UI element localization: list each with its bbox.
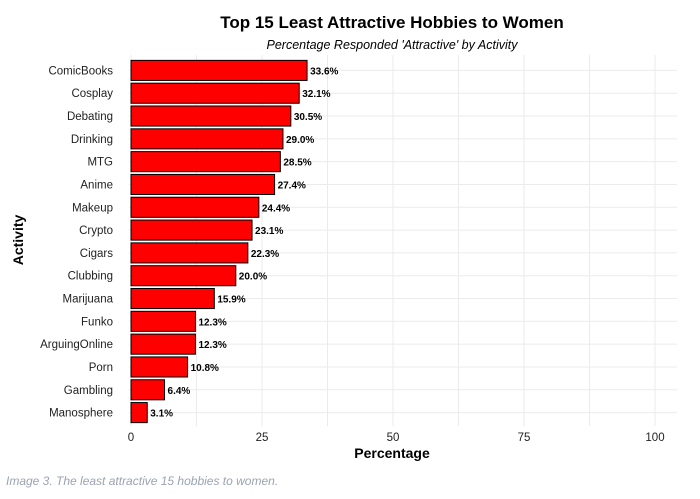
- data-label: 15.9%: [217, 295, 245, 306]
- data-label: 6.4%: [168, 386, 191, 397]
- y-tick-label: MTG: [87, 157, 113, 169]
- bar: [130, 287, 215, 310]
- y-tick-label: Drinking: [71, 134, 113, 146]
- x-tick-labels: 0 25 50 75 100: [128, 432, 665, 444]
- data-label: 30.5%: [294, 112, 322, 123]
- y-tick-label: ComicBooks: [48, 65, 113, 77]
- data-label: 33.6%: [310, 66, 338, 77]
- data-label: 12.3%: [198, 317, 226, 328]
- x-tick-label: 75: [518, 432, 531, 444]
- y-tick-label: Cosplay: [71, 88, 113, 100]
- bar: [130, 379, 166, 401]
- y-tick-label: Cigars: [80, 248, 113, 260]
- data-label: 10.8%: [191, 363, 219, 374]
- y-tick-labels: ComicBooks Cosplay Debating Drinking MTG Anim…: [40, 65, 113, 419]
- bar: [130, 59, 308, 81]
- bar: [130, 128, 284, 150]
- data-label: 27.4%: [278, 180, 306, 191]
- data-label: 20.0%: [239, 272, 267, 283]
- bar: [130, 151, 281, 173]
- y-tick-label: Marijuana: [63, 294, 114, 306]
- bar: [130, 173, 276, 196]
- x-tick-label: 100: [645, 432, 664, 444]
- bar: [130, 265, 237, 287]
- y-tick-label: Debating: [67, 111, 113, 123]
- x-axis-label: Percentage: [354, 445, 430, 461]
- bar: [130, 105, 292, 127]
- y-tick-label: Makeup: [72, 202, 113, 214]
- data-label: 29.0%: [286, 135, 314, 146]
- data-label: 23.1%: [255, 226, 283, 237]
- y-tick-label: Clubbing: [68, 271, 113, 283]
- bar: [130, 196, 260, 218]
- y-tick-label: ArguingOnline: [40, 339, 113, 351]
- x-tick-label: 25: [256, 432, 269, 444]
- y-tick-label: Funko: [81, 316, 113, 328]
- y-tick-label: Manosphere: [49, 408, 113, 420]
- bar: [130, 219, 253, 241]
- y-tick-label: Porn: [89, 362, 113, 374]
- data-label: 12.3%: [198, 340, 226, 351]
- bar: [130, 356, 189, 378]
- x-tick-label: 0: [128, 432, 134, 444]
- y-tick-label: Gambling: [64, 385, 113, 397]
- data-labels-group: 33.6% 32.1% 30.5% 29.0% 28.5% 27.4% 24.4% 23.1%…: [150, 66, 338, 419]
- y-tick-label: Anime: [80, 179, 113, 191]
- bar: [130, 242, 249, 264]
- bar-chart: Top 15 Least Attractive Hobbies to Women…: [10, 13, 677, 461]
- bar: [130, 402, 148, 424]
- data-label: 24.4%: [262, 203, 290, 214]
- y-axis-label: Activity: [10, 215, 26, 266]
- data-label: 32.1%: [302, 89, 330, 100]
- chart-title: Top 15 Least Attractive Hobbies to Women: [220, 13, 564, 32]
- bar: [130, 82, 300, 104]
- data-label: 3.1%: [150, 409, 173, 420]
- bars-group: [130, 59, 308, 424]
- figure-caption: Image 3. The least attractive 15 hobbies…: [6, 474, 279, 488]
- data-label: 22.3%: [251, 249, 279, 260]
- y-tick-label: Crypto: [79, 225, 113, 237]
- bar: [130, 310, 196, 332]
- bar: [130, 333, 196, 355]
- chart-subtitle: Percentage Responded 'Attractive' by Act…: [267, 38, 519, 52]
- x-tick-label: 50: [387, 432, 400, 444]
- data-label: 28.5%: [283, 158, 311, 169]
